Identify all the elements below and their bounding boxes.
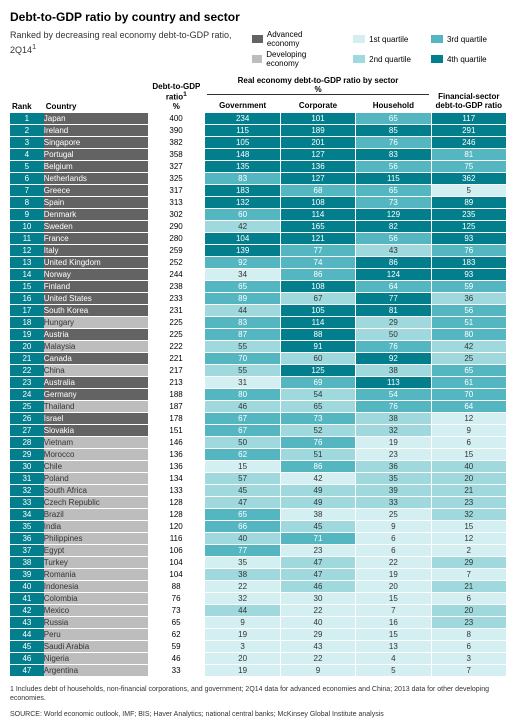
source: SOURCE: World economic outlook, IMF; BIS…: [10, 711, 507, 718]
legend: Advanced economy 1st quartile 3rd quarti…: [252, 30, 507, 68]
table-row: 24 Germany 188 80 54 54 70: [10, 389, 507, 401]
col-gov: Government: [205, 99, 280, 113]
col-corp: Corporate: [280, 99, 355, 113]
table-row: 47 Argentina 33 19 9 5 7: [10, 665, 507, 677]
table-row: 33 Czech Republic 128 47 49 33 23: [10, 497, 507, 509]
table-row: 16 United States 233 89 67 77 36: [10, 293, 507, 305]
table-row: 23 Australia 213 31 69 113 61: [10, 377, 507, 389]
table-row: 14 Norway 244 34 86 124 93: [10, 269, 507, 281]
chart-title: Debt-to-GDP ratio by country and sector: [10, 10, 507, 24]
table-row: 9 Denmark 302 60 114 129 235: [10, 209, 507, 221]
table-row: 43 Russia 65 9 40 16 23: [10, 617, 507, 629]
table-row: 2 Ireland 390 115 189 85 291: [10, 125, 507, 137]
table-row: 26 Israel 178 67 73 38 12: [10, 413, 507, 425]
table-row: 36 Philippines 116 40 71 6 12: [10, 533, 507, 545]
table-row: 5 Belgium 327 135 136 56 75: [10, 161, 507, 173]
footnote: 1 Includes debt of households, non-finan…: [10, 685, 507, 703]
legend-econ: Developing economy: [252, 50, 334, 68]
col-hh: Household: [356, 99, 431, 113]
table-row: 21 Canada 221 70 60 92 25: [10, 353, 507, 365]
table-row: 37 Egypt 106 77 23 6 2: [10, 545, 507, 557]
legend-q: 3rd quartile: [431, 30, 487, 48]
table-row: 25 Thailand 187 46 65 76 64: [10, 401, 507, 413]
legend-q: 1st quartile: [353, 30, 411, 48]
table-row: 4 Portugal 358 148 127 83 81: [10, 149, 507, 161]
table-row: 19 Austria 225 87 88 50 80: [10, 329, 507, 341]
table-row: 46 Nigeria 46 20 22 4 3: [10, 653, 507, 665]
table-row: 39 Romania 104 38 47 19 7: [10, 569, 507, 581]
table-row: 34 Brazil 128 65 38 25 32: [10, 509, 507, 521]
table-row: 30 Chile 136 15 86 36 40: [10, 461, 507, 473]
header-row: Ranked by decreasing real economy debt-t…: [10, 30, 507, 68]
col-ratio: Debt-to-GDP ratio1%: [148, 74, 205, 113]
table-row: 3 Singapore 382 105 201 76 246: [10, 137, 507, 149]
legend-q: 4th quartile: [431, 50, 487, 68]
legend-econ: Advanced economy: [252, 30, 334, 48]
legend-q: 2nd quartile: [353, 50, 411, 68]
subtitle: Ranked by decreasing real economy debt-t…: [10, 30, 252, 56]
table-row: 10 Sweden 290 42 165 82 125: [10, 221, 507, 233]
table-row: 15 Finland 238 65 108 64 59: [10, 281, 507, 293]
table-row: 38 Turkey 104 35 47 22 29: [10, 557, 507, 569]
table-row: 11 France 280 104 121 56 93: [10, 233, 507, 245]
col-sector-header: Real economy debt-to-GDP ratio by sector…: [205, 74, 431, 99]
table-row: 7 Greece 317 183 68 65 5: [10, 185, 507, 197]
table-row: 42 Mexico 73 44 22 7 20: [10, 605, 507, 617]
table-row: 17 South Korea 231 44 105 81 56: [10, 305, 507, 317]
table-row: 29 Morocco 136 62 51 23 15: [10, 449, 507, 461]
col-country: Country: [44, 74, 148, 113]
table-row: 32 South Africa 133 45 49 39 21: [10, 485, 507, 497]
table-row: 40 Indonesia 88 22 46 20 21: [10, 581, 507, 593]
table-row: 12 Italy 259 139 77 43 76: [10, 245, 507, 257]
table-row: 6 Netherlands 325 83 127 115 362: [10, 173, 507, 185]
table-row: 22 China 217 55 125 38 65: [10, 365, 507, 377]
table-row: 13 United Kingdom 252 92 74 86 183: [10, 257, 507, 269]
table-row: 44 Peru 62 19 29 15 8: [10, 629, 507, 641]
table-row: 31 Poland 134 57 42 35 20: [10, 473, 507, 485]
data-table: Rank Country Debt-to-GDP ratio1% Real ec…: [10, 74, 507, 677]
table-row: 28 Vietnam 146 50 76 19 6: [10, 437, 507, 449]
col-rank: Rank: [10, 74, 44, 113]
table-row: 45 Saudi Arabia 59 3 43 13 6: [10, 641, 507, 653]
table-row: 35 India 120 66 45 9 15: [10, 521, 507, 533]
table-row: 27 Slovakia 151 67 52 32 9: [10, 425, 507, 437]
table-row: 41 Colombia 76 32 30 15 6: [10, 593, 507, 605]
table-row: 18 Hungary 225 83 114 29 51: [10, 317, 507, 329]
table-row: 8 Spain 313 132 108 73 89: [10, 197, 507, 209]
table-row: 20 Malaysia 222 55 91 76 42: [10, 341, 507, 353]
table-row: 1 Japan 400 234 101 65 117: [10, 113, 507, 125]
col-fin: Financial-sector debt-to-GDP ratio: [431, 74, 506, 113]
